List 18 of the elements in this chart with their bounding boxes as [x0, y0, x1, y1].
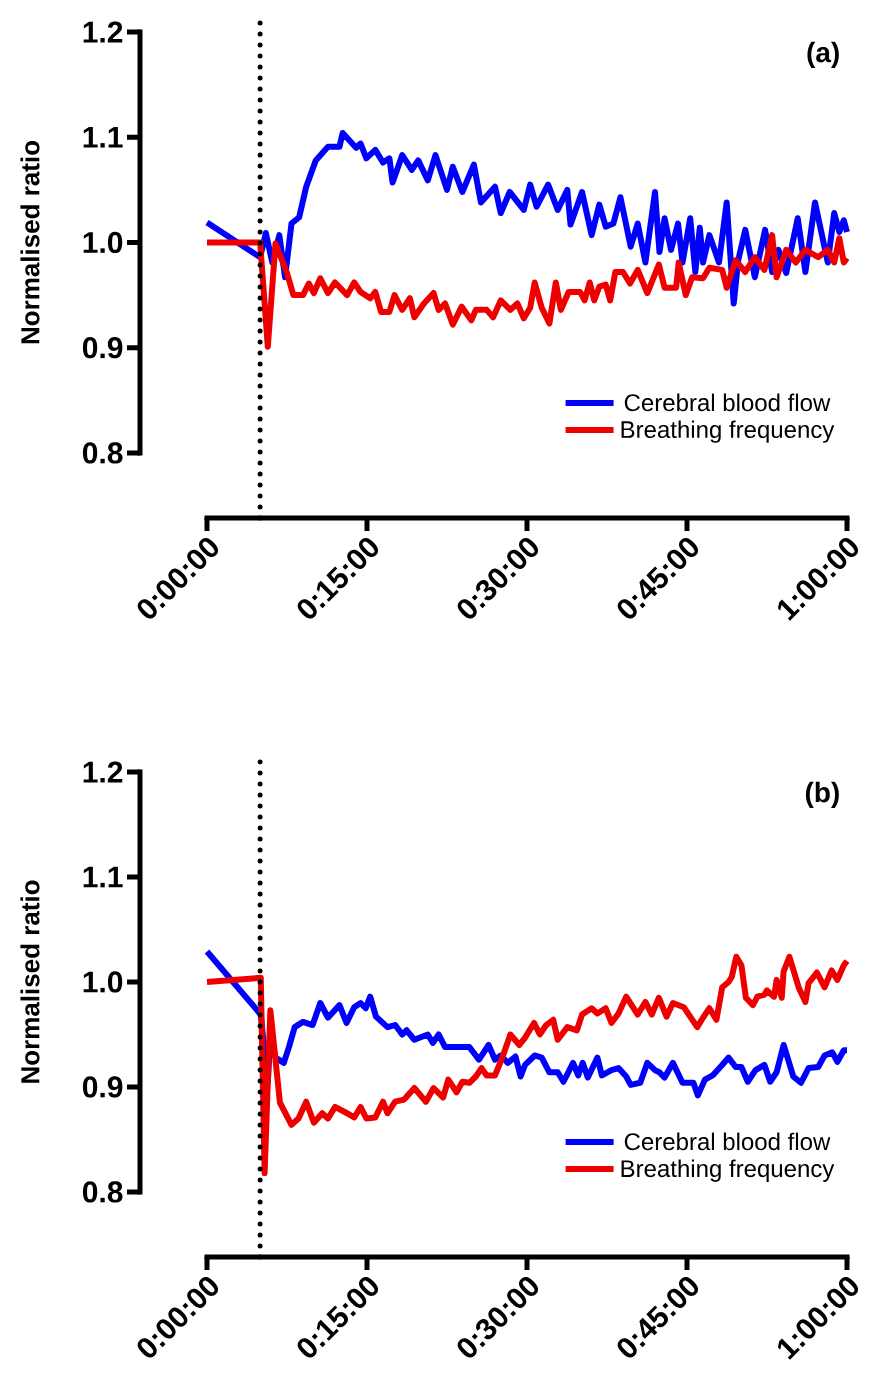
y-tick-label: 0.9 [82, 1076, 123, 1098]
y-tick-label: 1.0 [83, 971, 123, 993]
y-tick-label: 0.9 [82, 337, 123, 359]
y-tick-label: 1.1 [83, 866, 123, 888]
y-axis-title: Normalised ratio [20, 880, 40, 1083]
y-axis-title: Normalised ratio [20, 140, 40, 344]
legend-label: Cerebral blood flow [624, 393, 831, 412]
y-tick-label: 1.2 [83, 761, 123, 783]
annotation: (b) [805, 781, 839, 808]
y-tick-label: 0.8 [82, 442, 123, 464]
y-tick-label: 1.0 [83, 231, 123, 254]
legend-label: Breathing frequency [621, 420, 835, 443]
legend-label: Breathing frequency [621, 1159, 835, 1182]
annotation: (a) [807, 41, 839, 68]
y-tick-label: 0.8 [82, 1181, 123, 1203]
legend-label: Cerebral blood flow [624, 1132, 831, 1151]
y-tick-label: 1.2 [83, 21, 123, 43]
y-tick-label: 1.1 [83, 126, 123, 148]
